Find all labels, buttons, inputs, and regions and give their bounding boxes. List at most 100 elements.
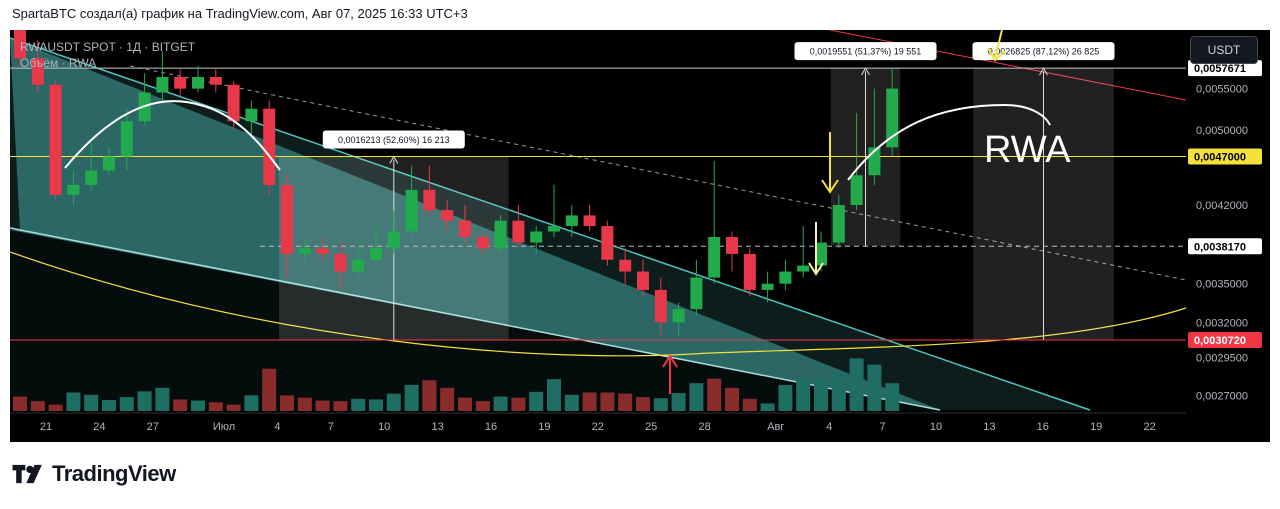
candle-body <box>690 277 703 310</box>
candle-body <box>352 259 365 272</box>
candle-body <box>67 184 80 195</box>
candle-body <box>423 189 436 211</box>
measurement-label: 0,0026825 (87,12%) 26 825 <box>988 47 1100 57</box>
volume-bar <box>511 397 526 411</box>
candle-body <box>245 108 258 122</box>
volume-bar <box>689 383 704 411</box>
time-tick-label: 13 <box>431 421 443 433</box>
volume-legend[interactable]: Объём · RWA <box>20 56 97 70</box>
hand-drawn-arc-left <box>64 100 281 171</box>
time-tick-label: 16 <box>1037 421 1049 433</box>
time-tick-label: 19 <box>1090 421 1102 433</box>
volume-bar <box>102 400 116 411</box>
candle-body <box>14 30 26 59</box>
volume-bar <box>849 358 864 411</box>
volume-bar <box>867 364 882 411</box>
time-tick-label: 25 <box>645 421 657 433</box>
symbol-legend[interactable]: RWAUSDT SPOT · 1Д · BITGET <box>20 40 196 54</box>
price-badge-label: 0,0038170 <box>1194 241 1246 253</box>
volume-bar <box>137 391 152 411</box>
candle-body <box>708 236 721 278</box>
volume-bar <box>725 387 739 411</box>
volume-bar <box>66 392 81 411</box>
volume-bar <box>369 399 383 411</box>
measurement-label-bg <box>972 42 1115 61</box>
volume-bar <box>707 378 722 411</box>
candle-body <box>405 189 418 232</box>
volume-bar <box>262 368 277 411</box>
price-badge-bg <box>1188 238 1262 255</box>
yellow-down-arrow-icon <box>821 132 839 194</box>
measurement-label-bg <box>322 130 465 149</box>
volume-bar <box>742 398 757 411</box>
candle-body <box>512 220 525 243</box>
brand: TradingView <box>12 461 176 487</box>
time-axis-bg <box>10 413 1270 442</box>
volume-bar <box>351 398 366 411</box>
price-badge-label: 0,0047000 <box>1194 151 1246 163</box>
volume-bar <box>297 397 312 411</box>
time-tick-label: 22 <box>592 421 604 433</box>
price-badge-bg <box>1188 60 1262 77</box>
price-tick-label: 0,0035000 <box>1196 279 1248 291</box>
volume-bar <box>618 393 633 411</box>
trend-red-line <box>829 30 1187 101</box>
hand-drawn-arc-right <box>847 103 1051 181</box>
candle-body <box>85 170 98 185</box>
candle-body <box>49 84 62 195</box>
red-up-arrow-icon <box>662 354 678 394</box>
price-tick-label: 0,0042000 <box>1196 200 1248 212</box>
candle-body <box>886 88 899 148</box>
volume-bar <box>547 379 561 411</box>
candle-body <box>156 77 169 93</box>
candle-body <box>654 289 667 323</box>
volume-bar <box>458 397 472 411</box>
volume-bar <box>671 393 686 411</box>
volume-bar <box>386 393 401 411</box>
currency-button[interactable]: USDT <box>1190 36 1258 64</box>
light-down-arrow-icon <box>808 222 824 276</box>
candle-body <box>601 226 614 260</box>
price-tick-label: 0,0029500 <box>1196 352 1248 364</box>
volume-bar <box>600 392 615 411</box>
price-tick-label: 0,0055000 <box>1196 84 1248 96</box>
candle-body <box>103 156 115 171</box>
volume-bar <box>422 380 437 411</box>
time-tick-label: 10 <box>930 421 942 433</box>
price-tick-label: 0,0027000 <box>1196 391 1248 403</box>
candle-body <box>548 226 560 232</box>
chart-layers: 0,0016213 (52,60%) 16 213 0,0019551 (51,3… <box>10 30 1270 442</box>
candle-body <box>120 121 133 157</box>
volume-bar <box>831 372 846 411</box>
candle-body <box>281 184 293 254</box>
volume-bar <box>333 401 348 411</box>
volume-bar <box>48 404 63 411</box>
candle-body <box>583 215 596 227</box>
time-tick-label: 4 <box>826 421 832 433</box>
candle-body <box>387 231 400 249</box>
volume-bar <box>636 397 650 411</box>
price-chart[interactable]: 0,0016213 (52,60%) 16 213 0,0019551 (51,3… <box>10 30 1270 442</box>
time-tick-label: 7 <box>328 421 334 433</box>
chart-frame[interactable]: 0,0016213 (52,60%) 16 213 0,0019551 (51,3… <box>10 30 1270 442</box>
candle-body <box>779 271 792 284</box>
price-badge-label: 0,0057671 <box>1194 63 1246 75</box>
volume-bar <box>493 396 508 411</box>
volume-bar <box>440 387 455 411</box>
tradingview-logo-icon <box>12 464 42 484</box>
candle-body <box>726 236 738 254</box>
candle-body <box>672 309 685 323</box>
volume-bar <box>155 387 170 411</box>
volume-bar <box>226 404 241 411</box>
price-tick-label: 0,0050000 <box>1196 125 1248 137</box>
volume-bar <box>564 394 579 411</box>
time-tick-label: 7 <box>880 421 886 433</box>
volume-bar <box>760 403 775 411</box>
price-axis-bg <box>1186 30 1270 442</box>
candle-body <box>619 259 632 272</box>
candle-body <box>298 248 311 254</box>
candle-body <box>263 108 276 185</box>
chart-legend: RWAUSDT SPOT · 1Д · BITGET Объём · RWA <box>20 39 195 71</box>
volume-bar <box>30 401 45 411</box>
volume-bar <box>244 395 259 411</box>
